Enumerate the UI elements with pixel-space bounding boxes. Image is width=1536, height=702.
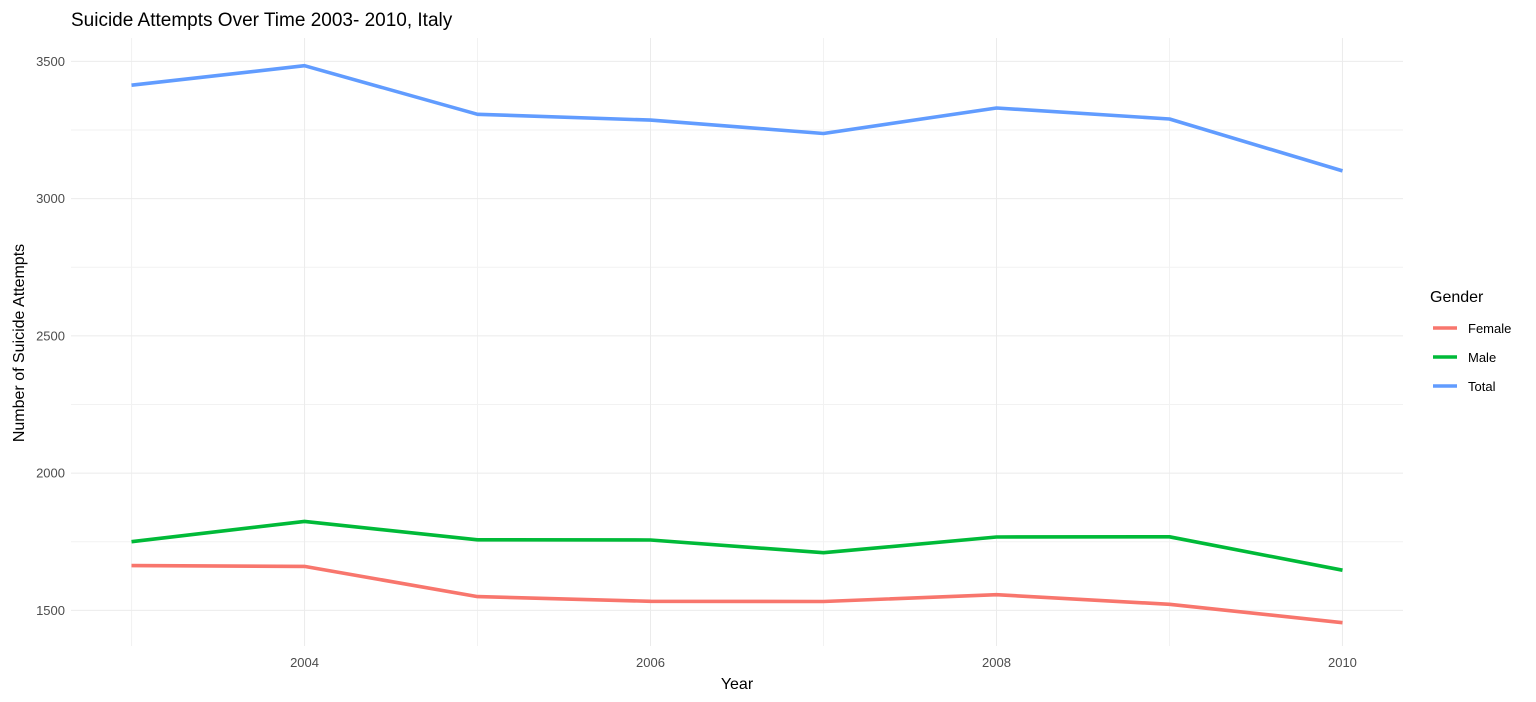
y-axis-title: Number of Suicide Attempts [11,244,28,442]
legend: Gender Female Male Total [1430,289,1511,394]
series-lines [131,63,1344,625]
legend-label-total: Total [1468,379,1496,394]
x-axis-title: Year [721,676,754,693]
x-tick-label: 2004 [290,655,319,670]
y-tick-label: 3000 [36,191,65,206]
legend-items: Female Male Total [1433,321,1511,394]
y-tick-label: 1500 [36,603,65,618]
series-line-total [131,63,1344,173]
legend-label-male: Male [1468,350,1496,365]
tick-labels: 1500 2000 2500 3000 3500 2004 2006 2008 2010 [36,54,1357,670]
grid [71,38,1403,646]
x-tick-label: 2008 [982,655,1011,670]
x-tick-label: 2006 [636,655,665,670]
legend-title: Gender [1430,289,1484,306]
legend-label-female: Female [1468,321,1511,336]
y-tick-label: 2000 [36,466,65,481]
y-tick-label: 2500 [36,328,65,343]
chart-title: Suicide Attempts Over Time 2003- 2010, I… [71,10,453,31]
x-tick-label: 2010 [1328,655,1357,670]
y-tick-label: 3500 [36,54,65,69]
series-line-female [131,563,1343,625]
series-line-male [131,519,1343,572]
